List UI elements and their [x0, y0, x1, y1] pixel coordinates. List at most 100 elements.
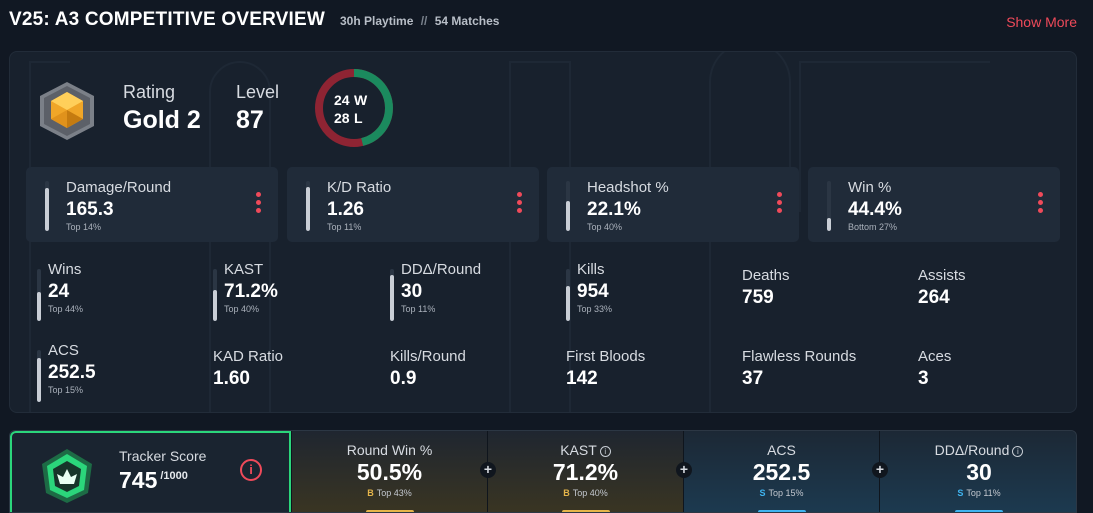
stat-label: Damage/Round	[66, 179, 172, 196]
losses-letter: L	[354, 110, 363, 126]
stat-card-headshot: Headshot % 22.1% Top 40%	[547, 167, 799, 242]
stat-value: 30	[401, 281, 423, 302]
stat-label: Kills/Round	[390, 348, 466, 365]
metric-rank: S Top 15%	[684, 488, 879, 498]
win-loss-record: 24 W 28 L	[334, 91, 367, 127]
stat-value: 759	[742, 287, 774, 308]
metric-grade: B	[563, 488, 570, 498]
metric-grade: S	[759, 488, 766, 498]
metric-rank: B Top 40%	[488, 488, 683, 498]
rating-value: Gold 2	[123, 106, 201, 134]
metric-kast: KAST i 71.2% B Top 40%	[487, 431, 683, 512]
metric-percentile: Top 15%	[768, 488, 804, 498]
tracker-score-number: 745	[119, 467, 158, 493]
stat-label: Flawless Rounds	[742, 348, 857, 365]
match-count: 54 Matches	[434, 14, 500, 28]
win-arc	[315, 69, 393, 147]
info-icon[interactable]: i	[240, 459, 262, 481]
stat-label: KAST	[224, 261, 264, 278]
info-icon[interactable]: i	[1012, 446, 1024, 457]
tracker-score-label: Tracker Score	[119, 448, 207, 464]
stat-percentile: Top 40%	[224, 304, 260, 314]
stat-percentile: Bottom 27%	[848, 222, 898, 232]
percentile-bar	[45, 181, 49, 231]
percentile-bar	[390, 269, 394, 321]
metric-label: ACS	[767, 442, 796, 458]
stat-percentile: Top 11%	[401, 304, 436, 314]
overview-meta: 30h Playtime // 54 Matches	[340, 14, 499, 28]
stat-value: 954	[577, 281, 609, 302]
stat-value: 1.26	[327, 199, 364, 220]
stat-label: ACS	[48, 342, 79, 359]
more-options-icon[interactable]	[1037, 192, 1043, 218]
metric-percentile: Top 40%	[572, 488, 608, 498]
stat-card-kd-ratio: K/D Ratio 1.26 Top 11%	[287, 167, 539, 242]
stat-label: Deaths	[742, 267, 790, 284]
percentile-bar	[37, 269, 41, 321]
metric-round-win: Round Win % 50.5% B Top 43%	[291, 431, 487, 512]
metric-label-row: DDΔ/Round i	[880, 442, 1076, 458]
level-value: 87	[236, 106, 264, 134]
playtime: 30h Playtime	[340, 14, 414, 28]
plus-icon: +	[480, 462, 496, 478]
stat-label: KAD Ratio	[213, 348, 284, 365]
losses-count: 28	[334, 110, 350, 126]
metric-value: 50.5%	[356, 459, 423, 485]
tracker-score-box: Tracker Score 745/1000 i	[10, 431, 291, 512]
tracker-score-emblem-icon	[42, 449, 92, 503]
stat-value: 142	[566, 368, 598, 389]
info-icon[interactable]: i	[599, 446, 611, 457]
percentile-bar	[37, 350, 41, 402]
tracker-score-strip: Tracker Score 745/1000 i Round Win % 50.…	[9, 430, 1077, 513]
stat-value: 165.3	[66, 199, 114, 220]
stat-label: K/D Ratio	[327, 179, 392, 196]
stat-percentile: Top 14%	[66, 222, 102, 232]
gold-rank-icon	[40, 82, 94, 140]
stat-value: 252.5	[48, 362, 96, 383]
metric-underline	[365, 510, 414, 512]
metric-acs: ACS 252.5 S Top 15%	[683, 431, 879, 512]
metric-percentile: Top 11%	[966, 488, 1001, 498]
overview-header: V25: A3 COMPETITIVE OVERVIEW 30h Playtim…	[0, 0, 1093, 44]
stat-label: First Bloods	[566, 348, 646, 365]
metric-value: 252.5	[752, 459, 811, 485]
stat-label: Headshot %	[587, 179, 669, 196]
stat-label: Wins	[48, 261, 82, 278]
percentile-bar	[306, 181, 310, 231]
stat-card-win-percent: Win % 44.4% Bottom 27%	[808, 167, 1060, 242]
stat-label: Win %	[848, 179, 892, 196]
meta-separator: //	[420, 14, 428, 28]
more-options-icon[interactable]	[255, 192, 261, 218]
stat-label: Aces	[918, 348, 952, 365]
more-options-icon[interactable]	[516, 192, 522, 218]
overview-panel: Rating Gold 2 Level 87 24 W 28 L Damage/Ro…	[9, 51, 1077, 413]
metric-label: KAST	[560, 442, 597, 458]
percentile-bar	[566, 181, 570, 231]
metric-dd-delta-round: DDΔ/Round i 30 S Top 11%	[879, 431, 1076, 512]
percentile-bar	[827, 181, 831, 231]
stat-value: 3	[918, 368, 929, 389]
stat-card-damage-round: Damage/Round 165.3 Top 14%	[26, 167, 278, 242]
stat-percentile: Top 44%	[48, 304, 84, 314]
metric-rank: B Top 43%	[292, 488, 487, 498]
more-options-icon[interactable]	[776, 192, 782, 218]
metric-value: 30	[966, 459, 992, 485]
metric-label: Round Win %	[346, 442, 433, 458]
metric-grade: B	[367, 488, 374, 498]
stat-value: 0.9	[390, 368, 417, 389]
stat-value: 1.60	[213, 368, 250, 389]
stat-value: 44.4%	[848, 199, 902, 220]
metric-value: 71.2%	[552, 459, 619, 485]
metric-label: DDΔ/Round	[934, 442, 1010, 458]
metric-underline	[757, 510, 806, 512]
stat-label: Kills	[577, 261, 605, 278]
plus-icon: +	[872, 462, 888, 478]
stat-value: 71.2%	[224, 281, 278, 302]
stat-value: 264	[918, 287, 950, 308]
rating-label: Rating	[123, 82, 176, 102]
level-label: Level	[236, 82, 280, 102]
show-more-link[interactable]: Show More	[1006, 14, 1077, 30]
metric-label-row: KAST i	[488, 442, 683, 458]
wins-count: 24	[334, 92, 350, 108]
percentile-bar	[213, 269, 217, 321]
